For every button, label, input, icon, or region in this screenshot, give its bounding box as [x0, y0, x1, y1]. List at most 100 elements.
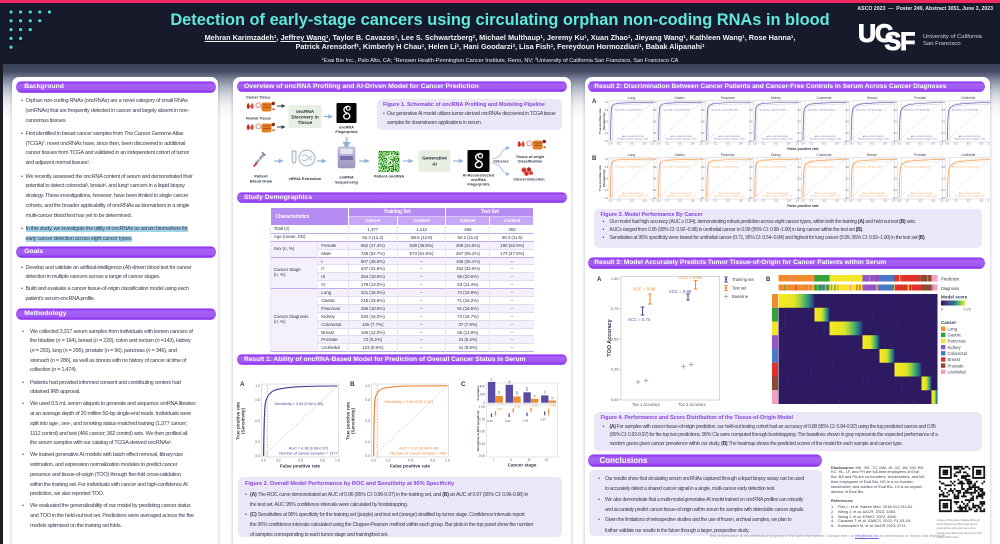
- svg-text:Inference: Inference: [494, 160, 509, 164]
- svg-text:0.50: 0.50: [610, 336, 619, 341]
- svg-text:0.5: 0.5: [870, 142, 874, 145]
- svg-text:C: C: [461, 381, 466, 388]
- svg-text:A: A: [592, 99, 597, 105]
- svg-text:0.87: 0.87: [497, 406, 503, 410]
- svg-text:Lung: Lung: [947, 326, 957, 331]
- svg-text:AUC = 0.96 (0.92-0.99): AUC = 0.96 (0.92-0.99): [910, 192, 932, 195]
- svg-text:Number of cancer samples = 221: Number of cancer samples = 221: [617, 138, 649, 141]
- svg-text:Number of cancer samples = 466: Number of cancer samples = 466: [390, 451, 446, 455]
- svg-text:Breast: Breast: [947, 357, 960, 362]
- svg-text:Kidney: Kidney: [947, 345, 961, 350]
- svg-text:Breast: Breast: [867, 153, 877, 157]
- svg-text:0.2: 0.2: [809, 142, 813, 145]
- svg-text:0.2: 0.2: [617, 199, 621, 202]
- svg-text:Classification: Classification: [518, 160, 543, 164]
- svg-text:0.0: 0.0: [945, 142, 949, 145]
- svg-text:1.0: 1.0: [891, 199, 895, 202]
- svg-text:Urothelial: Urothelial: [961, 153, 975, 157]
- svg-text:0.2: 0.2: [953, 142, 957, 145]
- svg-text:Prostate: Prostate: [913, 153, 925, 157]
- svg-text:200: 200: [480, 392, 486, 396]
- svg-text:0.90: 0.90: [550, 403, 556, 407]
- svg-text:Pancreas: Pancreas: [720, 153, 734, 157]
- svg-text:165: 165: [499, 390, 501, 395]
- svg-text:Cancer stage: Cancer stage: [508, 462, 537, 467]
- svg-text:0.25: 0.25: [963, 308, 970, 312]
- svg-text:0.25: 0.25: [479, 441, 485, 445]
- svg-text:0.0: 0.0: [897, 142, 901, 145]
- svg-text:False positive rate: False positive rate: [787, 204, 818, 208]
- svg-text:N samples: N samples: [476, 385, 480, 400]
- svg-text:Number of cancer samples = 37: Number of cancer samples = 37: [810, 195, 840, 198]
- svg-text:Cancer: Cancer: [941, 320, 957, 325]
- svg-text:1.0: 1.0: [747, 142, 751, 145]
- svg-text:Colorectal: Colorectal: [816, 96, 831, 100]
- svg-text:0.5: 0.5: [822, 142, 826, 145]
- svg-text:AUC = 0.98 (0.97-0.99): AUC = 0.98 (0.97-0.99): [670, 135, 692, 138]
- svg-text:Sensitivity = 0.79 (0.70-0.84): Sensitivity = 0.79 (0.70-0.84): [855, 109, 882, 112]
- svg-text:Sensitivity = 0.99 (0.93-1.00): Sensitivity = 0.99 (0.93-1.00): [615, 166, 642, 169]
- svg-text:AI: AI: [432, 162, 437, 168]
- svg-text:0.8: 0.8: [787, 199, 791, 202]
- svg-text:Prediction: Prediction: [941, 277, 960, 282]
- svg-text:Test set: Test set: [732, 286, 747, 291]
- svg-text:Normal Tissue: Normal Tissue: [246, 117, 271, 121]
- svg-text:254: 254: [527, 386, 529, 391]
- svg-text:1.0: 1.0: [699, 142, 703, 145]
- svg-text:oncRNA: oncRNA: [296, 109, 315, 114]
- svg-text:507: 507: [492, 378, 494, 381]
- svg-text:Number of cancer samples = 106: Number of cancer samples = 106: [810, 138, 842, 141]
- svg-text:AUC = 0.96 (0.94-0.97): AUC = 0.96 (0.94-0.97): [814, 135, 836, 138]
- svg-text:Prostate: Prostate: [947, 363, 964, 368]
- svg-text:0.5: 0.5: [630, 142, 634, 145]
- svg-text:TOO Accuracy: TOO Accuracy: [607, 319, 613, 356]
- svg-text:Patient: Patient: [254, 174, 268, 179]
- svg-text:0.2: 0.2: [713, 199, 717, 202]
- svg-text:Baseline: Baseline: [732, 294, 749, 299]
- svg-text:Number of cancer samples = 137: Number of cancer samples = 1377: [279, 451, 337, 455]
- svg-text:0.8: 0.8: [979, 142, 983, 145]
- svg-text:Colorectal: Colorectal: [816, 153, 831, 157]
- svg-text:0.5: 0.5: [966, 142, 970, 145]
- svg-text:Lung: Lung: [627, 153, 635, 157]
- svg-text:0.2: 0.2: [761, 199, 765, 202]
- svg-text:IV: IV: [545, 457, 549, 461]
- svg-text:0.75: 0.75: [610, 306, 619, 311]
- svg-text:0.5: 0.5: [678, 142, 682, 145]
- svg-text:oncRNA: oncRNA: [471, 178, 486, 182]
- svg-text:0.0: 0.0: [753, 199, 757, 202]
- svg-text:Fingerprints: Fingerprints: [467, 183, 489, 187]
- svg-text:Sensitivity = 0.80 (0.79-0.89): Sensitivity = 0.80 (0.79-0.89): [759, 109, 786, 112]
- svg-text:0.8: 0.8: [690, 142, 694, 145]
- svg-text:Breast: Breast: [867, 96, 877, 100]
- svg-text:0: 0: [483, 400, 485, 404]
- svg-text:0.00: 0.00: [479, 454, 485, 458]
- svg-text:0.2: 0.2: [761, 142, 765, 145]
- svg-text:smRNA: smRNA: [339, 175, 354, 180]
- svg-text:AUC = 0.97 (0.96-0.98): AUC = 0.97 (0.96-0.98): [718, 135, 740, 138]
- svg-text:0.8: 0.8: [835, 199, 839, 202]
- svg-text:Gastric: Gastric: [674, 96, 685, 100]
- svg-text:0.25: 0.25: [610, 367, 619, 372]
- svg-text:1.0: 1.0: [795, 142, 799, 145]
- svg-text:0.2: 0.2: [617, 142, 621, 145]
- svg-text:0.0: 0.0: [849, 142, 853, 145]
- svg-text:1.0: 1.0: [651, 199, 655, 202]
- svg-text:0: 0: [941, 308, 943, 312]
- svg-text:0.2: 0.2: [953, 199, 957, 202]
- svg-text:53: 53: [552, 395, 554, 398]
- svg-text:0.5: 0.5: [630, 199, 634, 202]
- svg-text:1.00: 1.00: [610, 276, 619, 281]
- svg-text:0.8: 0.8: [883, 142, 887, 145]
- svg-text:AUC = 0.98 (0.96-0.99): AUC = 0.98 (0.96-0.99): [766, 192, 788, 195]
- svg-text:0.2: 0.2: [665, 199, 669, 202]
- svg-text:Diagnosis: Diagnosis: [941, 286, 959, 291]
- svg-text:Number of cancer samples = 24: Number of cancer samples = 24: [906, 195, 936, 198]
- svg-text:AUC = 0.94 (0.92-0.97): AUC = 0.94 (0.92-0.97): [910, 135, 932, 138]
- svg-text:0.2: 0.2: [809, 199, 813, 202]
- svg-text:Tissue-of-origin: Tissue-of-origin: [516, 155, 545, 159]
- svg-text:cfRNA Extraction: cfRNA Extraction: [289, 176, 322, 181]
- svg-text:AUC = 0.97 (0.94-0.99): AUC = 0.97 (0.94-0.99): [814, 192, 836, 195]
- svg-text:0.87: 0.87: [541, 417, 547, 421]
- svg-text:0.5: 0.5: [822, 199, 826, 202]
